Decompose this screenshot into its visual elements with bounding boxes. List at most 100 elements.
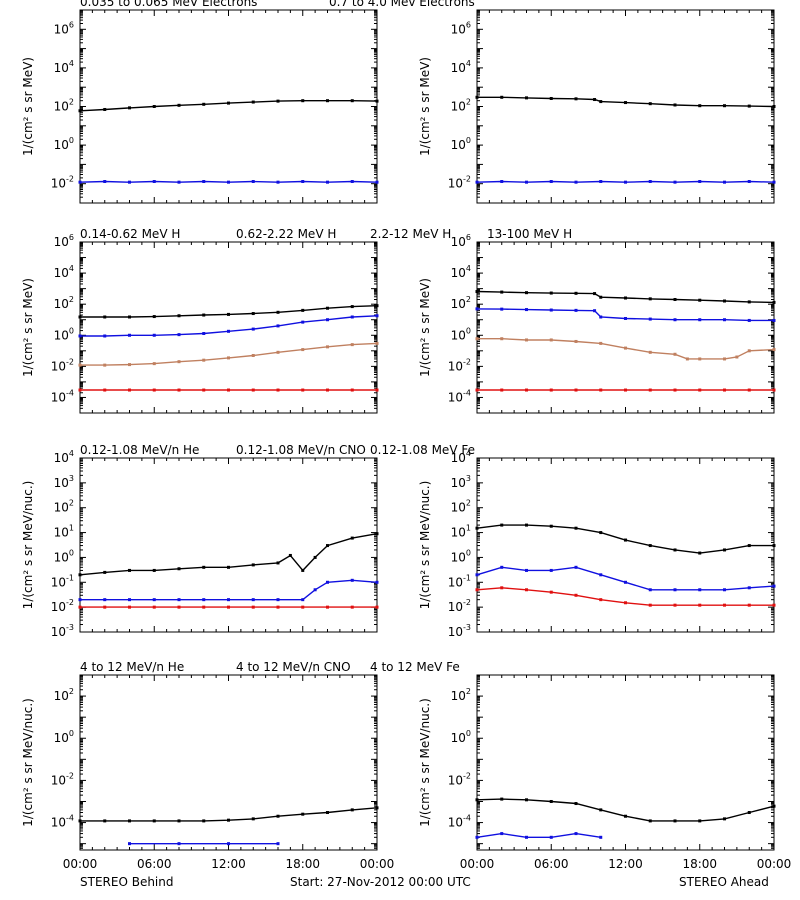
data-point	[723, 318, 726, 322]
data-point	[350, 388, 354, 392]
data-point	[326, 811, 329, 815]
data-point	[128, 819, 131, 823]
legend-entry: 0.7 to 4.0 Mev Electrons	[329, 0, 475, 9]
data-point	[202, 102, 206, 106]
data-point	[177, 103, 181, 107]
series-1	[128, 842, 280, 846]
series-line	[80, 579, 378, 601]
data-point	[648, 297, 652, 301]
y-tick-label: 10-4	[51, 814, 74, 830]
data-point	[475, 290, 479, 294]
data-point	[673, 180, 677, 184]
data-point	[350, 315, 354, 319]
data-point	[599, 598, 603, 602]
data-point	[103, 819, 107, 823]
data-point	[599, 808, 603, 812]
x-tick-label: 06:00	[137, 857, 172, 871]
data-point	[525, 588, 528, 592]
data-point	[525, 180, 528, 184]
data-point	[326, 180, 329, 184]
y-tick-label: 100	[54, 548, 74, 564]
data-point	[78, 334, 82, 338]
data-point	[103, 598, 107, 602]
data-point	[313, 588, 317, 592]
data-point	[648, 819, 652, 823]
data-point	[177, 605, 181, 609]
data-point	[772, 318, 776, 322]
data-point	[772, 388, 776, 392]
data-point	[525, 835, 528, 839]
y-tick-label: 102	[451, 499, 471, 515]
data-point	[599, 573, 603, 577]
data-point	[593, 98, 597, 102]
data-point	[78, 363, 82, 367]
data-point	[475, 573, 479, 577]
data-point	[301, 348, 305, 352]
data-point	[475, 526, 479, 530]
data-point	[525, 568, 528, 572]
series-1	[78, 180, 379, 184]
data-point	[723, 603, 726, 607]
data-point	[549, 568, 553, 572]
legend-entry: 0.62-2.22 MeV H	[236, 227, 336, 241]
y-tick-label: 104	[54, 264, 74, 280]
data-point	[177, 598, 181, 602]
data-point	[500, 290, 504, 294]
y-tick-label: 10-3	[448, 623, 471, 639]
data-point	[202, 598, 206, 602]
y-tick-label: 102	[451, 295, 471, 311]
data-point	[202, 180, 206, 184]
data-point	[326, 388, 329, 392]
data-point	[772, 105, 776, 108]
data-point	[599, 180, 603, 184]
data-point	[698, 180, 702, 184]
data-point	[103, 605, 107, 609]
data-point	[525, 338, 528, 342]
y-tick-label: 102	[451, 687, 471, 703]
data-point	[500, 180, 504, 184]
series-line	[477, 96, 775, 108]
legend-entry: 0.12-1.08 MeV/n He	[80, 443, 199, 457]
data-point	[78, 109, 82, 113]
data-point	[276, 180, 280, 184]
legend-entry: 13-100 MeV H	[487, 227, 572, 241]
data-point	[202, 819, 206, 823]
data-point	[549, 835, 553, 839]
panel-ahead-row3: 10-4 10-2 100 102 00:00 06:00 12:00 18:00 00:00 1…	[418, 674, 792, 871]
data-point	[227, 818, 230, 822]
data-point	[152, 819, 156, 823]
data-point	[698, 357, 702, 361]
panel-ahead-row2: 10-3 10-2 10-1 100 101 102 103 104 1/(cm² s sr M…	[418, 449, 776, 639]
data-point	[276, 605, 280, 609]
data-point	[648, 603, 652, 607]
x-tick-label: 00:00	[757, 857, 792, 871]
y-tick-label: 10-4	[448, 388, 471, 404]
series-2	[78, 341, 379, 367]
data-point	[152, 362, 156, 366]
data-point	[128, 605, 131, 609]
y-tick-label: 10-2	[51, 175, 74, 191]
data-point	[375, 388, 379, 392]
plot-frame	[79, 674, 378, 851]
series-2	[475, 337, 776, 361]
data-point	[350, 343, 354, 347]
data-point	[313, 555, 317, 559]
data-point	[549, 388, 553, 392]
y-tick-label: 102	[54, 687, 74, 703]
data-point	[326, 306, 329, 310]
data-point	[593, 309, 597, 313]
data-point	[772, 348, 776, 352]
panel-behind-row3: 10-4 10-2 100 102 00:00 06:00 12:00 18:00 00:00 1…	[21, 660, 460, 871]
data-point	[772, 180, 776, 184]
data-point	[624, 580, 627, 584]
data-point	[375, 304, 379, 308]
y-tick-label: 106	[451, 233, 471, 249]
data-point	[276, 350, 280, 354]
plot-frame	[476, 241, 775, 414]
data-point	[723, 548, 726, 552]
data-point	[698, 603, 702, 607]
series-0	[475, 523, 776, 555]
legend-entry: 0.035 to 0.065 MeV Electrons	[80, 0, 257, 9]
data-point	[128, 568, 131, 572]
data-point	[202, 313, 206, 317]
